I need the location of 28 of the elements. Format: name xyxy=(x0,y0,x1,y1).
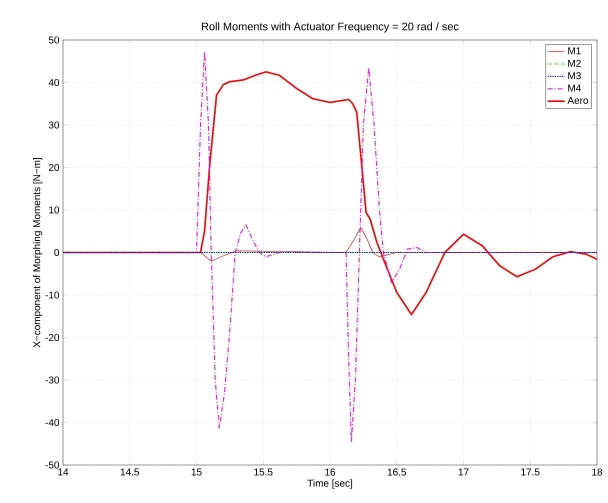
x-tick-label: 17 xyxy=(458,468,469,476)
y-tick-label: 0 xyxy=(54,248,60,256)
y-tick-label: 30 xyxy=(48,121,60,129)
legend-label: M4 xyxy=(568,84,581,92)
y-tick-label: -50 xyxy=(46,461,60,469)
y-tick-label: 40 xyxy=(48,78,60,86)
x-tick-label: 16.5 xyxy=(388,468,406,476)
x-tick-label: 15 xyxy=(192,468,202,476)
y-tick-label: -20 xyxy=(46,334,60,342)
y-tick-label: 20 xyxy=(48,164,60,172)
legend-label: Aero xyxy=(567,96,588,104)
y-tick-label: -40 xyxy=(46,418,60,426)
legend-label: M2 xyxy=(568,60,581,67)
x-tick-label: 14 xyxy=(58,468,68,476)
y-tick-label: 50 xyxy=(48,36,60,44)
x-tick-label: 14.5 xyxy=(120,468,140,476)
x-tick-label: 18 xyxy=(592,468,602,476)
x-axis-title: Time [sec] xyxy=(307,479,352,489)
chart-title: Roll Moments with Actuator Frequency = 20 rad / sec xyxy=(202,22,459,32)
y-tick-label: -10 xyxy=(46,291,60,299)
y-axis-title: X−component of Morphing Moments [N−m] xyxy=(32,158,42,348)
x-tick-label: 15.5 xyxy=(254,468,273,476)
y-tick-label: -30 xyxy=(46,376,60,384)
x-tick-label: 16 xyxy=(325,468,336,476)
legend-label: M3 xyxy=(568,72,581,80)
x-tick-label: 17.5 xyxy=(521,468,540,476)
y-tick-label: 10 xyxy=(49,206,60,214)
legend-label: M1 xyxy=(568,47,581,54)
